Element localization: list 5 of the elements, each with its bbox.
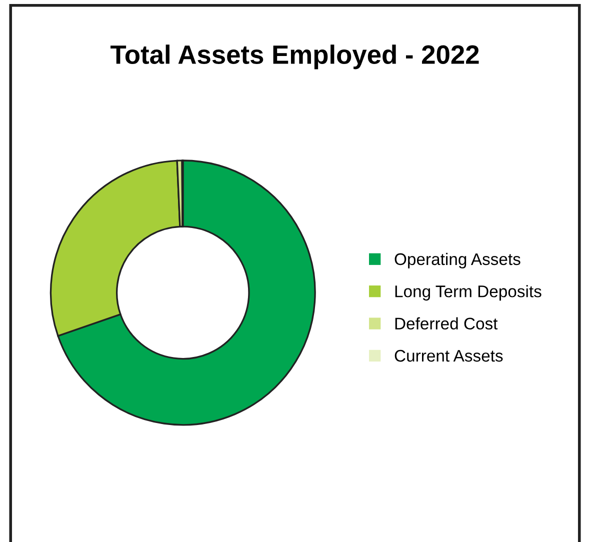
legend-label: Deferred Cost	[395, 317, 498, 330]
legend-label: Long Term Deposits	[395, 285, 542, 301]
chart-title: Total Assets Employed - 2022	[110, 44, 479, 70]
legend-label: Current Assets	[394, 350, 503, 362]
legend-label: Operating Assets	[394, 252, 520, 268]
